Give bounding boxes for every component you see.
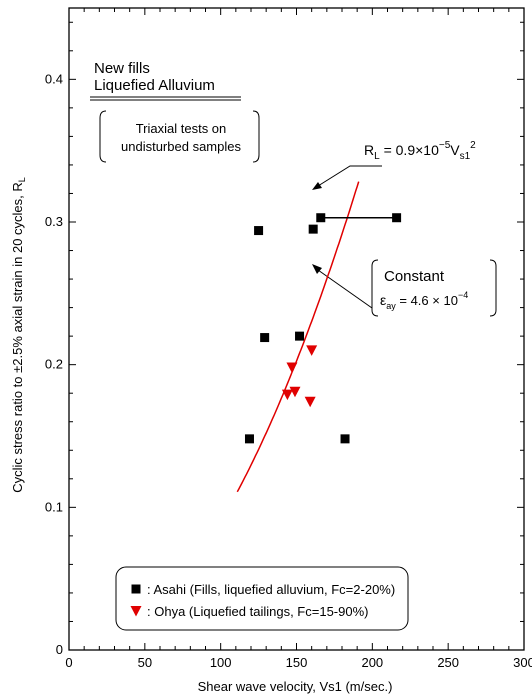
x-tick-label: 200 — [361, 655, 383, 670]
asahi-point — [340, 434, 350, 444]
eq-exp: −5 — [439, 140, 451, 151]
asahi-point — [295, 331, 305, 341]
x-tick-label: 250 — [437, 655, 459, 670]
x-tick-label: 50 — [138, 655, 152, 670]
constant-ay: ay — [386, 301, 396, 311]
asahi-point — [260, 333, 270, 343]
eq-mid: = 0.9×10 — [380, 142, 439, 158]
y-tick-label: 0.4 — [45, 71, 63, 86]
legend-label: : Ohya (Liquefied tailings, Fc=15-90%) — [147, 604, 368, 619]
constant-left-bracket — [371, 259, 379, 317]
eq-V: V — [450, 142, 460, 158]
eq-pow: 2 — [470, 140, 476, 151]
asahi-point — [392, 213, 402, 223]
equation-leader — [317, 165, 382, 187]
x-tick-label: 100 — [210, 655, 232, 670]
equation-label: RL = 0.9×10−5Vs12 — [364, 140, 476, 162]
y-axis-label-sub: L — [17, 177, 27, 182]
title-line-2: Liquefied Alluvium — [94, 77, 215, 94]
constant-right-bracket — [489, 259, 497, 317]
asahi-point — [254, 226, 264, 236]
y-tick-label: 0.1 — [45, 499, 63, 514]
box-left-bracket — [99, 110, 107, 163]
fit-curve — [236, 181, 360, 493]
ohya-point — [286, 362, 298, 374]
legend-box — [115, 566, 409, 631]
y-axis-label-main: Cyclic stress ratio to ±2.5% axial strai… — [10, 182, 25, 493]
x-tick-label: 300 — [513, 655, 532, 670]
y-tick-label: 0 — [56, 642, 63, 657]
legend-label: : Asahi (Fills, liquefied alluvium, Fc=2… — [147, 582, 395, 597]
x-tick-label: 0 — [65, 655, 72, 670]
x-axis-label: Shear wave velocity, Vs1 (m/sec.) — [198, 679, 393, 694]
constant-eps: ε — [380, 292, 386, 308]
constant-arrowhead — [312, 264, 322, 274]
x-tick-label: 150 — [286, 655, 308, 670]
legend-marker — [131, 584, 141, 594]
eq-R: R — [364, 142, 374, 158]
eq-L: L — [374, 151, 380, 162]
constant-mid: = 4.6 × 10 — [396, 293, 458, 308]
constant-leader — [317, 269, 373, 309]
asahi-point — [244, 434, 254, 444]
ohya-point — [304, 396, 316, 408]
y-tick-label: 0.2 — [45, 357, 63, 372]
constant-line-1: Constant — [384, 268, 445, 285]
ohya-point — [281, 389, 293, 401]
ohya-point — [289, 386, 301, 398]
plot-frame — [68, 7, 525, 651]
axes — [68, 7, 525, 651]
constant-line-2: εay = 4.6 × 10−4 — [380, 290, 468, 311]
ohya-point — [306, 345, 318, 356]
title-line-1: New fills — [94, 60, 150, 77]
asahi-point — [308, 224, 318, 234]
data-points — [244, 213, 402, 444]
constant-exp: −4 — [458, 290, 468, 300]
box-right-bracket — [252, 110, 260, 163]
legend: : Asahi (Fills, liquefied alluvium, Fc=2… — [130, 582, 395, 619]
ticks: 0 50 100 150 200 250 300 0 0.1 0.2 0.3 0.4 — [45, 8, 532, 670]
asahi-point — [316, 213, 326, 223]
box-line-1: Triaxial tests on — [136, 121, 227, 136]
eq-s1: s1 — [460, 151, 471, 162]
y-tick-label: 0.3 — [45, 214, 63, 229]
y-axis-label: Cyclic stress ratio to ±2.5% axial strai… — [10, 177, 27, 493]
legend-marker — [130, 606, 142, 617]
box-line-2: undisturbed samples — [121, 139, 241, 154]
equation-arrowhead — [312, 182, 322, 190]
